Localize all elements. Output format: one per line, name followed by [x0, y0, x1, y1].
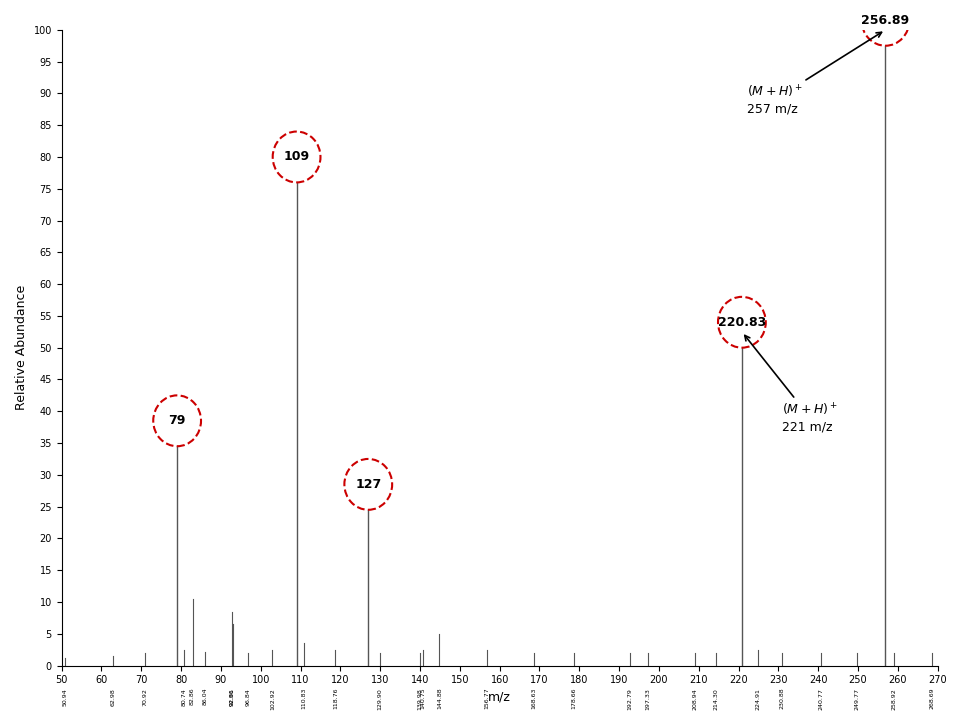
Text: 230.88: 230.88	[778, 688, 783, 710]
Text: 208.94: 208.94	[691, 688, 697, 710]
Text: 256.89: 256.89	[860, 14, 908, 27]
Text: 92.86: 92.86	[230, 688, 234, 705]
Text: 102.92: 102.92	[270, 688, 275, 710]
Text: 140.75: 140.75	[420, 688, 425, 710]
Text: 129.90: 129.90	[377, 688, 382, 710]
X-axis label: m/z: m/z	[488, 691, 510, 704]
Text: 192.79: 192.79	[628, 688, 632, 710]
Text: 258.92: 258.92	[890, 688, 895, 710]
Text: 110.83: 110.83	[301, 688, 306, 709]
Text: 80.74: 80.74	[182, 688, 186, 705]
Text: 268.69: 268.69	[929, 688, 934, 710]
Text: 220.83: 220.83	[717, 316, 765, 329]
Text: 178.66: 178.66	[571, 688, 576, 709]
Text: 197.33: 197.33	[645, 688, 651, 710]
Text: 62.98: 62.98	[111, 688, 115, 705]
Text: 96.84: 96.84	[245, 688, 251, 705]
Text: 70.92: 70.92	[142, 688, 147, 705]
Ellipse shape	[717, 297, 765, 348]
Text: 168.63: 168.63	[531, 688, 536, 709]
Text: 127: 127	[355, 478, 381, 491]
Text: 224.91: 224.91	[754, 688, 760, 710]
Text: 82.86: 82.86	[190, 688, 195, 705]
Text: 109: 109	[283, 150, 309, 163]
Text: $(M+H)^+$
257 m/z: $(M+H)^+$ 257 m/z	[746, 32, 880, 116]
Text: 86.04: 86.04	[203, 688, 208, 705]
Text: 156.77: 156.77	[483, 688, 489, 710]
Text: 92.91: 92.91	[230, 688, 234, 705]
Ellipse shape	[153, 396, 201, 446]
Text: 50.94: 50.94	[62, 688, 68, 705]
Text: 214.30: 214.30	[713, 688, 718, 710]
Text: 240.77: 240.77	[818, 688, 823, 710]
Ellipse shape	[861, 0, 908, 45]
Text: $(M+H)^+$
221 m/z: $(M+H)^+$ 221 m/z	[744, 336, 837, 433]
Text: 139.98: 139.98	[417, 688, 422, 710]
Text: 144.88: 144.88	[436, 688, 441, 710]
Text: 118.76: 118.76	[333, 688, 337, 709]
Text: 249.77: 249.77	[853, 688, 859, 710]
Ellipse shape	[272, 131, 320, 183]
Text: 79: 79	[168, 414, 185, 427]
Ellipse shape	[344, 459, 392, 510]
Y-axis label: Relative Abundance: Relative Abundance	[15, 285, 28, 410]
